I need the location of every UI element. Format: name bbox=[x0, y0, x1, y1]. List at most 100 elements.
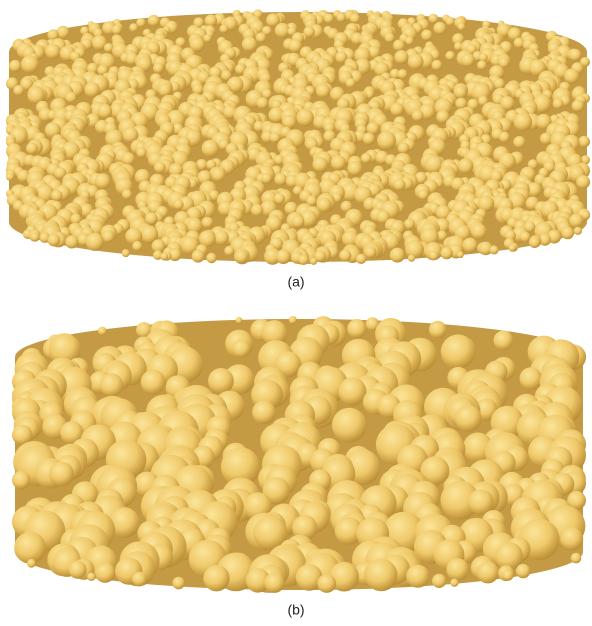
sphere bbox=[203, 565, 230, 592]
sphere bbox=[440, 334, 476, 370]
sphere bbox=[261, 173, 272, 184]
sphere bbox=[145, 212, 158, 225]
sphere bbox=[70, 213, 82, 225]
sphere bbox=[129, 23, 139, 33]
sphere bbox=[97, 326, 107, 336]
sphere bbox=[362, 132, 375, 145]
sphere bbox=[552, 98, 564, 110]
sphere bbox=[527, 182, 542, 197]
sphere bbox=[17, 169, 30, 183]
sphere bbox=[500, 96, 515, 111]
sphere bbox=[173, 199, 184, 210]
sphere bbox=[132, 571, 147, 587]
sphere bbox=[440, 246, 453, 260]
sphere bbox=[365, 317, 380, 331]
sphere bbox=[262, 477, 290, 505]
sphere bbox=[269, 132, 281, 143]
sphere bbox=[455, 97, 468, 110]
sphere bbox=[515, 563, 531, 579]
sphere bbox=[407, 53, 424, 70]
sphere bbox=[462, 237, 478, 253]
sphere bbox=[47, 29, 59, 41]
sphere bbox=[147, 14, 160, 27]
sphere bbox=[452, 33, 465, 46]
sphere bbox=[295, 564, 323, 591]
sphere bbox=[27, 86, 45, 105]
sphere bbox=[502, 569, 514, 581]
sphere bbox=[573, 226, 583, 235]
sphere bbox=[264, 572, 285, 593]
sphere bbox=[186, 217, 203, 234]
sphere bbox=[570, 552, 582, 564]
sphere bbox=[364, 558, 398, 592]
sphere bbox=[214, 230, 229, 246]
sphere bbox=[256, 97, 269, 109]
sphere bbox=[274, 173, 287, 186]
sphere bbox=[340, 200, 353, 213]
sphere bbox=[65, 235, 79, 249]
sphere bbox=[356, 253, 367, 264]
sphere bbox=[406, 564, 430, 588]
sphere bbox=[420, 456, 450, 486]
sphere bbox=[390, 102, 404, 117]
sphere bbox=[495, 542, 523, 571]
sphere bbox=[175, 37, 186, 48]
sphere bbox=[296, 109, 314, 127]
sphere bbox=[524, 221, 536, 233]
sphere bbox=[405, 240, 424, 259]
sphere bbox=[389, 68, 401, 80]
sphere bbox=[99, 373, 124, 397]
sphere bbox=[493, 78, 505, 90]
sphere bbox=[405, 36, 414, 46]
sphere bbox=[132, 241, 143, 252]
sphere bbox=[393, 39, 405, 52]
sphere bbox=[499, 131, 510, 143]
sphere bbox=[376, 210, 390, 224]
sphere bbox=[349, 13, 360, 24]
sphere bbox=[476, 561, 499, 584]
caption: (a) bbox=[287, 274, 304, 290]
sphere bbox=[275, 249, 291, 264]
sphere bbox=[478, 53, 488, 62]
sphere bbox=[540, 132, 553, 145]
sphere bbox=[282, 114, 297, 129]
sphere bbox=[45, 43, 61, 60]
sphere bbox=[310, 257, 318, 265]
sphere bbox=[567, 491, 586, 510]
sphere bbox=[477, 195, 495, 212]
sphere bbox=[111, 24, 122, 35]
sphere bbox=[454, 404, 482, 432]
sphere bbox=[411, 109, 424, 122]
sphere bbox=[489, 245, 499, 255]
sphere bbox=[581, 211, 590, 220]
sphere bbox=[168, 163, 183, 178]
sphere bbox=[192, 83, 204, 95]
sphere bbox=[284, 201, 298, 215]
sphere bbox=[384, 32, 395, 43]
sphere bbox=[264, 248, 281, 265]
sphere bbox=[535, 113, 552, 130]
sphere bbox=[68, 560, 87, 579]
sphere bbox=[513, 136, 526, 149]
sphere bbox=[189, 36, 205, 52]
sphere bbox=[315, 83, 331, 99]
sphere bbox=[245, 568, 271, 593]
sphere bbox=[140, 369, 166, 395]
sphere bbox=[87, 62, 99, 75]
sphere bbox=[364, 246, 377, 259]
sphere bbox=[201, 216, 214, 229]
sphere bbox=[314, 250, 326, 263]
sphere bbox=[377, 131, 397, 151]
sphere bbox=[201, 139, 219, 158]
sphere bbox=[87, 572, 96, 581]
sphere bbox=[528, 236, 541, 248]
sphere bbox=[336, 12, 347, 23]
sphere bbox=[136, 322, 152, 339]
sphere bbox=[432, 573, 447, 589]
sphere bbox=[527, 159, 538, 170]
sphere bbox=[367, 45, 381, 59]
sphere bbox=[334, 517, 363, 545]
sphere bbox=[569, 213, 584, 228]
sphere bbox=[273, 154, 285, 166]
sphere bbox=[20, 77, 34, 91]
